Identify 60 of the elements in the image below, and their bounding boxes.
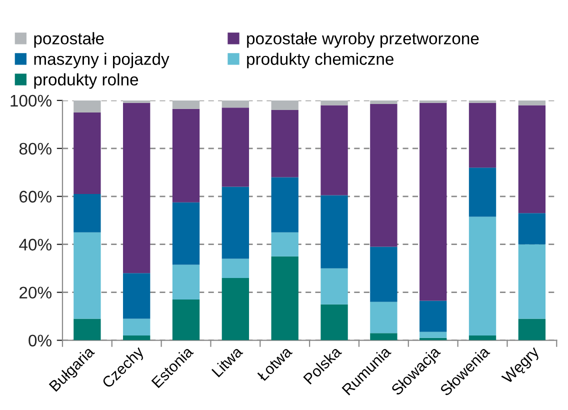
bar [468, 336, 496, 340]
bar [271, 177, 298, 232]
bar [123, 318, 150, 336]
legend-label: maszyny i pojazdy [34, 52, 170, 68]
bar [222, 258, 250, 278]
bar [123, 100, 150, 103]
bar [518, 213, 546, 244]
bar [271, 232, 298, 256]
bar [222, 186, 250, 259]
bar [172, 100, 200, 109]
bar [420, 100, 447, 103]
bar [222, 278, 250, 340]
bar [518, 244, 546, 319]
legend-label: pozostałe wyroby przetworzone [247, 32, 479, 48]
bar [222, 108, 250, 187]
bar [320, 195, 348, 268]
bar [320, 105, 348, 196]
bar [518, 105, 546, 214]
y-tick-label: 40% [19, 238, 52, 251]
bar [74, 194, 101, 232]
bar [123, 273, 150, 319]
y-tick-label: 80% [19, 142, 52, 155]
bar [271, 100, 298, 110]
bar [370, 100, 398, 104]
bar [172, 264, 200, 300]
bar [222, 100, 250, 108]
bar [370, 302, 398, 334]
bar [420, 300, 447, 332]
bar [320, 304, 348, 340]
y-tick-label: 100% [10, 94, 52, 107]
bar [468, 100, 496, 103]
legend-label: produkty chemiczne [247, 52, 394, 68]
bar [123, 336, 150, 340]
legend-label: pozostałe [34, 32, 104, 48]
bar [172, 108, 200, 202]
bar [370, 104, 398, 247]
bar [74, 318, 101, 340]
y-tick-label: 20% [20, 286, 52, 299]
bar [271, 256, 298, 340]
bar [370, 246, 398, 302]
bar [370, 333, 398, 340]
bar [468, 102, 496, 168]
bar [74, 112, 101, 194]
bar [320, 268, 348, 304]
bar [518, 100, 546, 106]
bar [74, 100, 101, 112]
y-tick-label: 60% [20, 190, 52, 203]
bar [271, 110, 298, 178]
y-tick-label: 0% [28, 334, 52, 347]
bar [172, 202, 200, 265]
legend-label: produkty rolne [34, 73, 138, 89]
bar [74, 232, 101, 319]
bar [320, 100, 348, 106]
bar [420, 332, 447, 338]
bar [468, 168, 496, 217]
bar [123, 102, 150, 274]
bar [518, 318, 546, 340]
bar [172, 300, 200, 340]
bar [468, 216, 496, 336]
bar [420, 102, 447, 301]
